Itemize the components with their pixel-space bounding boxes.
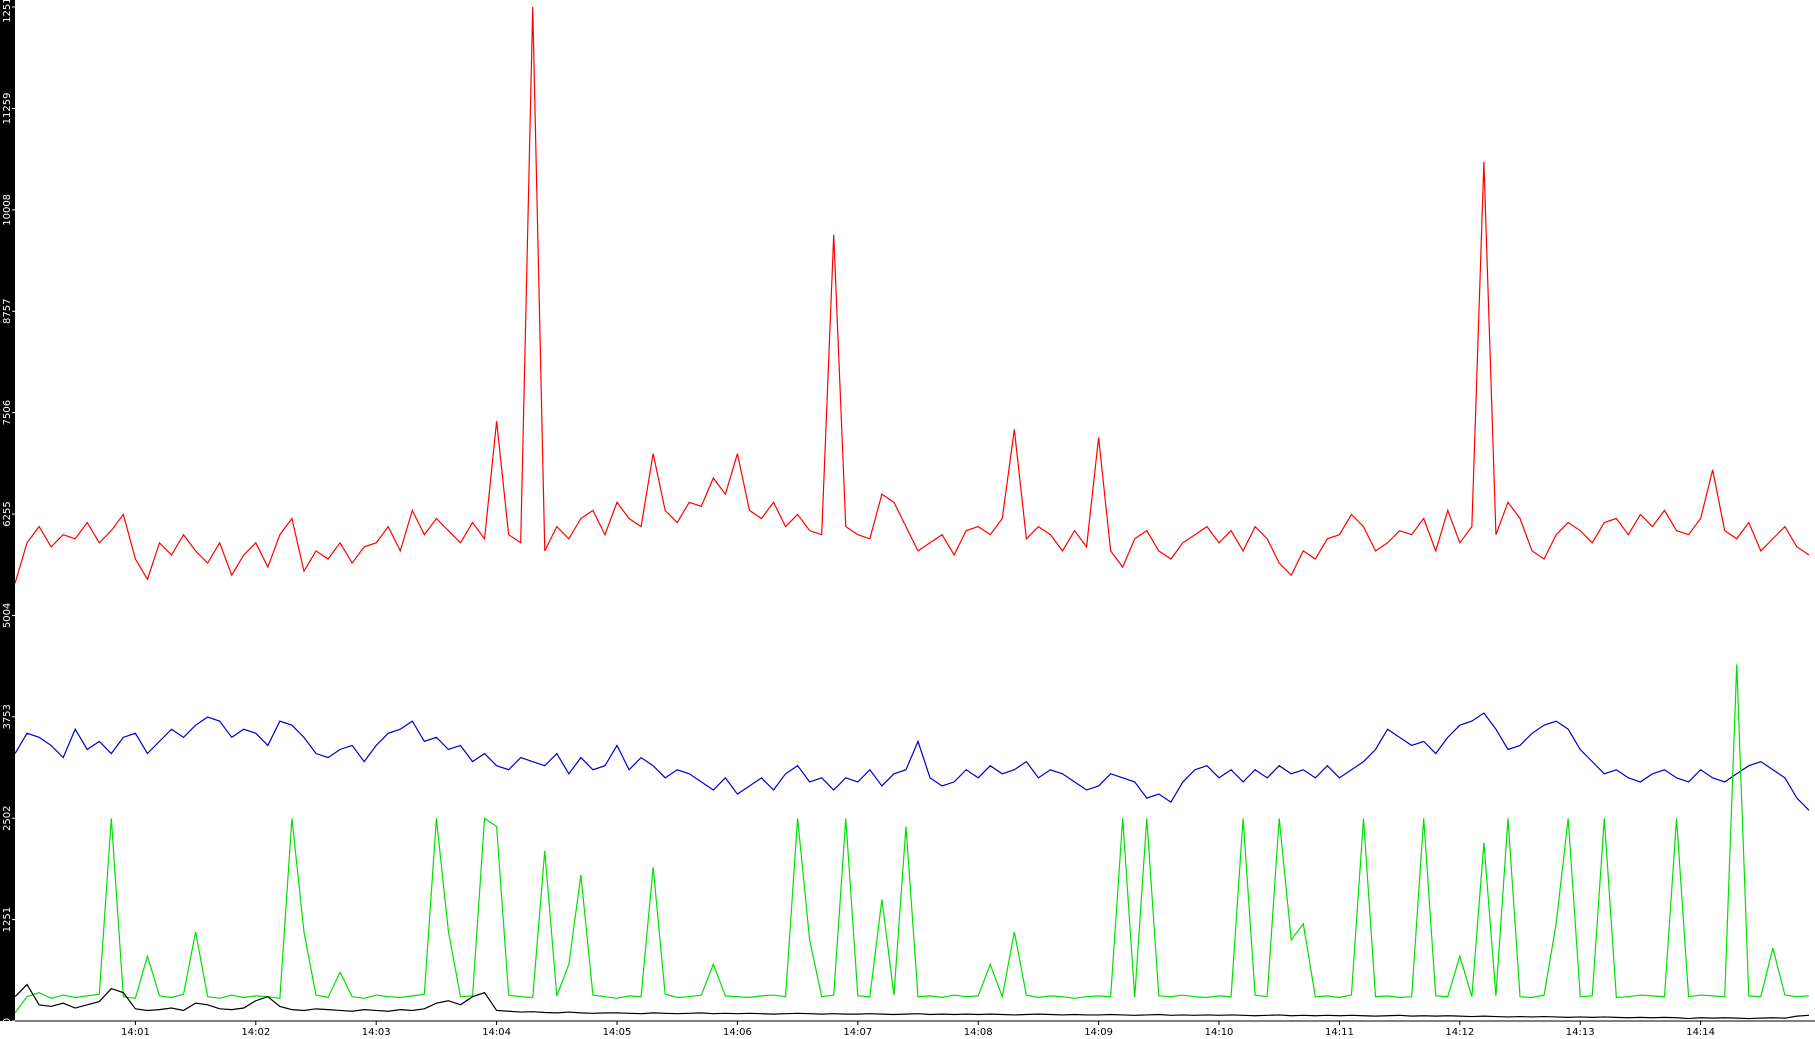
y-tick-label: 8757 — [2, 299, 13, 324]
series-line — [14, 664, 1810, 1014]
x-tick-label: 14:13 — [1566, 1027, 1595, 1038]
x-tick-label: 14:10 — [1205, 1027, 1234, 1038]
series-line — [14, 6, 1810, 584]
x-tick-label: 14:08 — [964, 1027, 993, 1038]
y-tick-label: 7506 — [2, 400, 13, 425]
x-tick-label: 14:07 — [843, 1027, 872, 1038]
y-tick-label: 5004 — [2, 603, 13, 628]
series-line — [14, 712, 1810, 811]
x-tick-label: 14:01 — [121, 1027, 150, 1038]
y-tick-label: 2502 — [2, 805, 13, 830]
x-tick-label: 14:03 — [362, 1027, 391, 1038]
y-tick-label: 0 — [2, 1018, 13, 1024]
series-line — [14, 983, 1810, 1020]
y-tick-label: 11259 — [2, 93, 13, 125]
y-tick-label: 10008 — [2, 194, 13, 226]
x-tick-label: 14:09 — [1084, 1027, 1113, 1038]
y-tick-label: 6255 — [2, 501, 13, 526]
x-tick-label: 14:12 — [1445, 1027, 1474, 1038]
y-tick-label: 3753 — [2, 704, 13, 729]
x-tick-label: 14:06 — [723, 1027, 752, 1038]
x-tick-label: 14:14 — [1686, 1027, 1715, 1038]
y-axis-strip — [0, 0, 15, 1021]
y-tick-label: 12511 — [2, 0, 13, 23]
x-tick-label: 14:02 — [241, 1027, 270, 1038]
x-tick-label: 14:05 — [603, 1027, 632, 1038]
y-tick-label: 1251 — [2, 907, 13, 932]
x-tick-label: 14:11 — [1325, 1027, 1354, 1038]
x-tick-label: 14:04 — [482, 1027, 511, 1038]
